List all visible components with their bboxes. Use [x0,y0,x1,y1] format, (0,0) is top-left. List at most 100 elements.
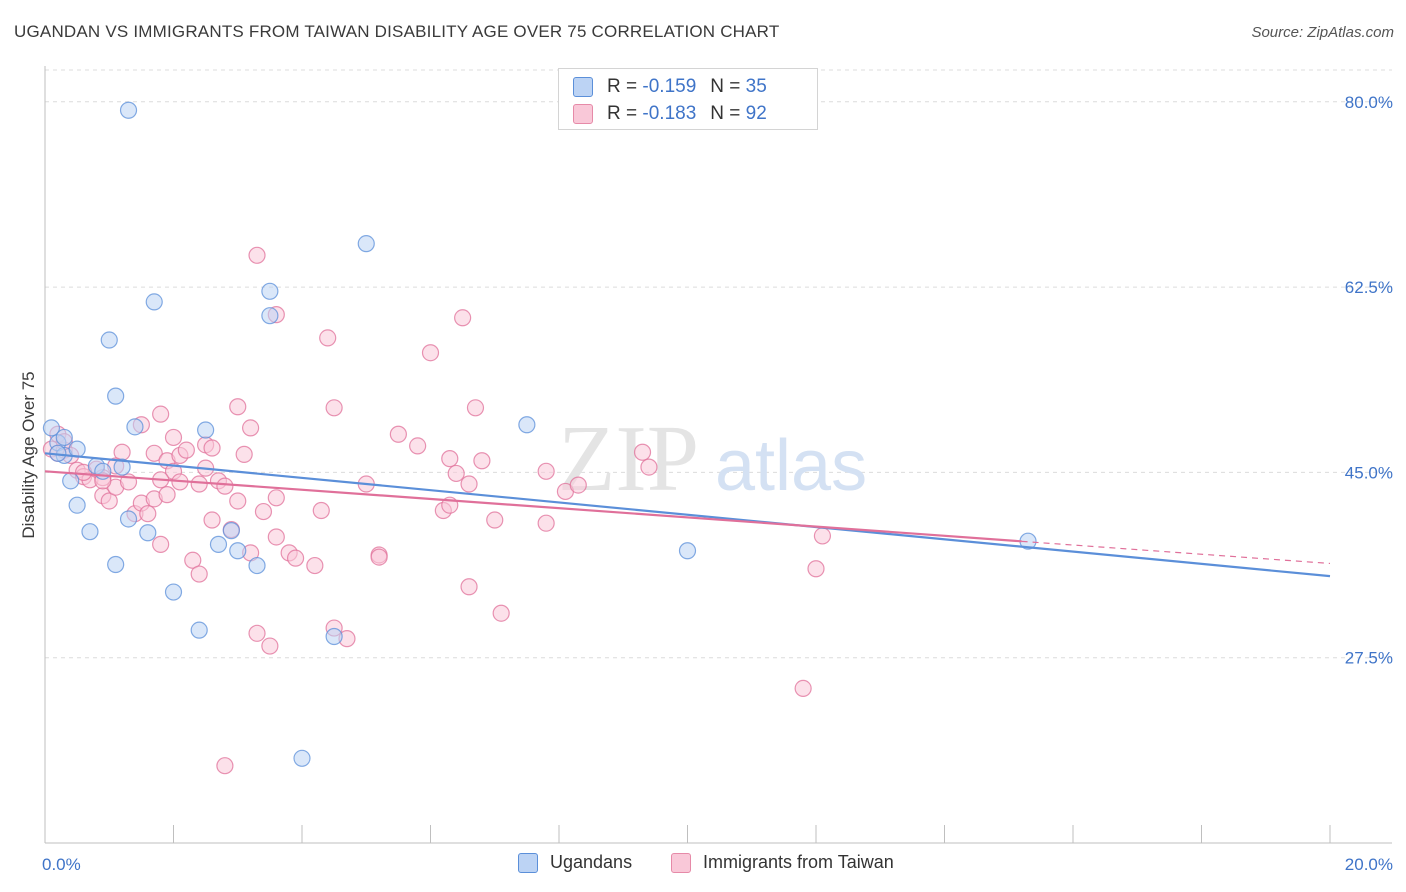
ugandan-point [139,524,157,542]
watermark: ZIP atlas [558,407,867,511]
y-tick-label: 45.0% [1345,463,1393,482]
taiwan-point [184,551,202,569]
taiwan-point [203,511,221,529]
legend-item-ugandans: Ugandans [518,852,632,873]
taiwan-point [242,419,260,437]
gridlines [45,69,1392,659]
chart-title: UGANDAN VS IMMIGRANTS FROM TAIWAN DISABI… [14,22,780,41]
taiwan-point [177,441,195,459]
taiwan-points [42,246,832,775]
taiwan-point [261,637,279,655]
stats-legend: R = -0.159 N = 35 R = -0.183 N = 92 [558,68,818,130]
ugandan-point [325,627,343,646]
legend-r-label: R = [607,76,638,97]
ugandan-point [68,440,86,458]
legend-n-value: 92 [745,103,767,124]
legend-item-taiwan: Immigrants from Taiwan [671,852,894,873]
taiwan-point [807,560,825,578]
ugandan-point [293,749,311,767]
taiwan-point [447,464,465,483]
taiwan-point [319,329,337,347]
ugandan-point [261,282,279,300]
legend-row-ugandans: R = -0.159 N = 35 [573,75,767,99]
ugandan-point [678,542,697,560]
taiwan-point [152,405,170,423]
taiwan-point [229,398,247,416]
ugandan-point [209,535,228,553]
taiwan-point [164,428,183,447]
ugandan-point [55,428,73,447]
taiwan-point [454,309,472,327]
ugandan-points [42,101,1037,767]
ugandan-point [68,496,86,514]
source-credit: Source: ZipAtlas.com [1251,24,1394,41]
taiwan-point [158,486,176,504]
ugandan-point [42,419,61,437]
taiwan-point [152,535,170,553]
ugandan-point [261,307,279,325]
ugandan-point [107,387,125,405]
ugandan-point [100,331,118,349]
taiwan-point [466,399,485,417]
taiwan-point [325,399,343,417]
x-tick-label-max: 20.0% [1345,855,1393,874]
taiwan-point [248,246,266,264]
taiwan-point [235,445,253,463]
watermark-zip: ZIP [558,407,699,511]
legend-n-label: N = [710,76,741,97]
taiwan-point [216,477,234,495]
ugandan-point [357,235,375,253]
y-tick-label: 80.0% [1345,93,1393,112]
taiwan-point [633,443,652,461]
taiwan-point [370,548,388,566]
taiwan-point [473,452,491,470]
ugandan-trend-line [44,452,1331,578]
taiwan-point [190,565,208,583]
taiwan-point [306,556,324,575]
taiwan-point [203,439,221,457]
x-tick-label-min: 0.0% [42,855,81,874]
ugandan-point [248,556,266,575]
ugandan-point [222,522,240,540]
legend-r-value: -0.159 [642,76,697,97]
taiwan-point [229,492,247,510]
taiwan-point [139,505,157,523]
legend-label-taiwan: Immigrants from Taiwan [703,852,894,872]
taiwan-point [100,492,118,510]
ugandan-point [229,542,247,560]
y-tick-label: 62.5% [1345,278,1393,297]
taiwan-point [248,624,266,642]
ugandan-point [81,523,99,541]
ugandan-point [119,510,138,528]
legend-swatch-blue [573,77,593,97]
taiwan-trend-line-extension [1021,540,1331,565]
taiwan-point [312,501,330,520]
legend-n-label: N = [710,103,741,124]
taiwan-point [486,511,504,529]
y-tick-label: 27.5% [1345,649,1393,668]
legend-r-label: R = [607,103,638,124]
taiwan-point [537,514,555,532]
taiwan-point [794,679,812,698]
taiwan-point [492,604,510,622]
taiwan-point [267,489,285,507]
legend-row-taiwan: R = -0.183 N = 92 [573,102,767,126]
taiwan-point [216,757,234,775]
taiwan-point [460,578,478,596]
legend-n-value: 35 [745,76,767,97]
ugandan-point [126,418,144,436]
taiwan-point [286,549,305,567]
ugandan-point [190,621,208,639]
ugandan-point [164,583,183,601]
legend-swatch-blue [518,852,538,873]
taiwan-point [537,462,555,480]
tick-labels: 80.0% 62.5% 45.0% 27.5% 0.0% 20.0% [42,93,1393,874]
taiwan-point [569,476,587,494]
ugandan-point [62,472,80,490]
ugandan-point [518,416,536,434]
ugandan-point [113,458,131,476]
taiwan-point [441,450,459,468]
ugandan-point [197,421,215,439]
y-axis-title: Disability Age Over 75 [19,371,38,538]
taiwan-point [421,344,440,362]
